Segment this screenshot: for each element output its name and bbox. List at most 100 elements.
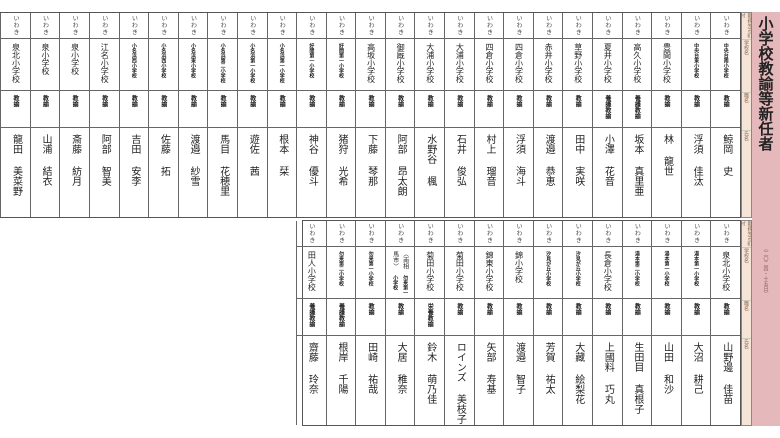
position-cell: 教諭	[593, 299, 622, 336]
name-cell: 鈴木 萌乃佳	[415, 336, 444, 425]
surname: ロインズ	[454, 342, 466, 382]
school-name: 小名浜第一小学校	[278, 43, 285, 83]
school-name: 湯本第一小学校	[693, 251, 700, 286]
table-column: いわき 勿来第二小学校 養護教諭 根岸 千陽	[325, 221, 356, 425]
city-cell: いわき	[149, 13, 178, 39]
city-cell: いわき	[563, 221, 593, 247]
city-cell: いわき	[385, 13, 415, 39]
school-cell: 高坂小学校	[356, 39, 385, 91]
surname: 田崎	[365, 342, 377, 362]
school-name: 大浦小学校	[455, 43, 465, 83]
school-name: 汐見が丘小学校	[545, 251, 552, 286]
position-cell: 教諭	[504, 299, 533, 336]
school-cell: 汐見が丘小学校	[563, 247, 593, 299]
surname: 大藏	[572, 342, 584, 362]
given-name: 巧丸	[602, 384, 614, 404]
surname: 渡邉	[543, 134, 555, 154]
school-cell: 小名浜第一小学校	[267, 39, 297, 91]
position-cell: 教諭	[267, 91, 297, 128]
city-cell: いわき	[385, 221, 415, 247]
row-labels-top: 勤務先市町村 学校名 職名 氏名	[740, 12, 753, 218]
city-cell: いわき	[622, 221, 652, 247]
label-position: 職名	[742, 93, 751, 131]
name-cell: 神谷 優斗	[297, 128, 326, 217]
surname: 鯨岡	[720, 134, 732, 154]
position-cell: 教諭	[356, 299, 385, 336]
surname: 生田目	[631, 342, 643, 372]
surname: 浮須	[513, 134, 525, 154]
surname: 山田	[661, 342, 673, 362]
name-cell: 根本栞	[268, 128, 297, 217]
school-name: 湯本第一小学校	[663, 251, 670, 286]
position-cell: 教諭	[30, 91, 60, 128]
given-name: 美菜野	[10, 166, 22, 196]
name-cell: 生田目 真根子	[623, 336, 652, 425]
table-column: いわき 泉小学校 教諭 山浦 結衣	[29, 13, 60, 217]
given-name: 紡月	[69, 166, 81, 186]
school-cell: 泉北小学校	[1, 39, 30, 91]
surname: 根岸	[335, 342, 347, 362]
given-name: 光希	[335, 166, 347, 186]
school-cell: 錦小学校	[504, 247, 533, 299]
city-cell: いわき	[445, 221, 474, 247]
table-column: いわき 四倉小学校 教諭 村上 瑠音	[473, 13, 504, 217]
table-column: いわき 小名浜第一小学校 教諭 根本栞	[266, 13, 297, 217]
name-cell: 遊佐茜	[238, 128, 267, 217]
name-cell: 浮須 佳汰	[682, 128, 711, 217]
school-cell: 湯本第一小学校	[681, 247, 711, 299]
city-cell: いわき	[415, 221, 445, 247]
school-cell: 錦東小学校	[474, 247, 504, 299]
name-cell: 猪狩 光希	[327, 128, 356, 217]
position-cell: 教諭	[681, 91, 711, 128]
school-cell: 小名浜東小学校	[178, 39, 208, 91]
top-table: いわき 中央台南小学校 教諭 鯨岡史いわき 中央台東小学校 教諭 浮須 佳汰 いわき 豊間小学校教…	[0, 12, 741, 218]
school-cell: 勿来第一小学校	[356, 247, 385, 299]
city-cell: いわき	[563, 13, 593, 39]
surname: 小澤	[602, 134, 614, 154]
surname: 渡邉	[188, 134, 200, 154]
position-cell: 教諭	[119, 91, 149, 128]
school-name: 四倉小学校	[514, 43, 524, 83]
table-column: いわき 湯本第一小学校 教諭 大沼 耕己	[680, 221, 711, 425]
school-name: 勿来第一小学校	[367, 251, 374, 286]
given-name: 恭恵	[543, 166, 555, 186]
school-cell: 小名浜第二小学校	[208, 39, 237, 91]
name-cell: 田中 実咲	[563, 128, 592, 217]
surname: 根本	[276, 134, 288, 154]
city-cell: いわき	[60, 13, 89, 39]
surname: 渡邉	[513, 342, 525, 362]
school-name: 中央台東小学校	[693, 43, 700, 78]
school-name: 泉北小学校	[721, 251, 731, 291]
given-name: 紗雪	[188, 166, 200, 186]
bottom-table: いわき 泉北小学校 教諭 山野邊 佳苗 いわき 湯本第一小学校 教諭 大沼 耕己 いわき 湯本第一小学…	[296, 220, 741, 426]
name-cell: 矢部 寿基	[475, 336, 504, 425]
position-cell: 教諭	[1, 91, 30, 128]
school-cell: 小名浜西小学校	[119, 39, 149, 91]
surname: 村上	[483, 134, 495, 154]
school-name: 小名浜東小学校	[190, 43, 197, 78]
city-cell: いわき	[237, 13, 267, 39]
city-cell: いわき	[593, 13, 622, 39]
position-cell: 教諭	[60, 91, 89, 128]
table-column: いわき 湯本第二小学校 教諭 生田目 真根子	[621, 221, 652, 425]
label-school: 学校名	[742, 40, 751, 93]
school-name: 勿来第二小学校	[337, 251, 344, 286]
city-cell: いわき	[474, 13, 504, 39]
surname: 下藤	[365, 134, 377, 154]
table-column: いわき 小名浜西小学校 教諭 佐藤拓	[148, 13, 178, 217]
given-name: 美枝子	[454, 394, 466, 424]
school-cell: 赤井小学校	[533, 39, 563, 91]
school-name: 錦小学校	[514, 251, 524, 283]
given-name: 琴那	[365, 166, 377, 186]
surname: 佐藤	[158, 134, 170, 154]
school-cell: 高久小学校	[622, 39, 652, 91]
given-name: 拓	[158, 166, 170, 176]
given-name: 絵梨花	[572, 374, 584, 404]
surname: 山野邊	[720, 342, 732, 372]
given-name: 耕己	[691, 374, 703, 394]
name-cell: 田崎 祐哉	[356, 336, 385, 425]
name-cell: 吉田 安李	[120, 128, 149, 217]
school-name: 赤井小学校	[544, 43, 554, 83]
city-cell: いわき	[415, 13, 445, 39]
table-column: いわき 赤井小学校 教諭 渡邉 恭恵	[532, 13, 563, 217]
